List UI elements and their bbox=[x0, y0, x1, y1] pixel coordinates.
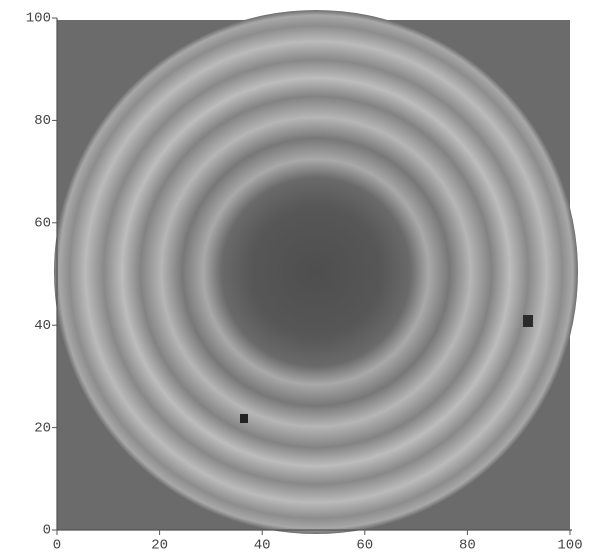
x-tick-label: 100 bbox=[557, 538, 582, 554]
y-tick-label: 60 bbox=[34, 216, 51, 232]
x-tick-label: 60 bbox=[356, 538, 373, 554]
x-tick-label: 20 bbox=[151, 538, 168, 554]
y-tick-label: 40 bbox=[34, 318, 51, 334]
y-tick-label: 80 bbox=[34, 113, 51, 129]
dust-spot bbox=[523, 315, 533, 327]
y-tick-label: 20 bbox=[34, 420, 51, 436]
interference-rings bbox=[54, 10, 578, 534]
x-tick-label: 80 bbox=[459, 538, 476, 554]
x-tick-label: 40 bbox=[254, 538, 271, 554]
dust-spot bbox=[240, 414, 248, 423]
x-tick-label: 0 bbox=[53, 538, 61, 554]
y-tick-label: 0 bbox=[43, 523, 51, 539]
y-tick-label: 100 bbox=[26, 11, 51, 27]
